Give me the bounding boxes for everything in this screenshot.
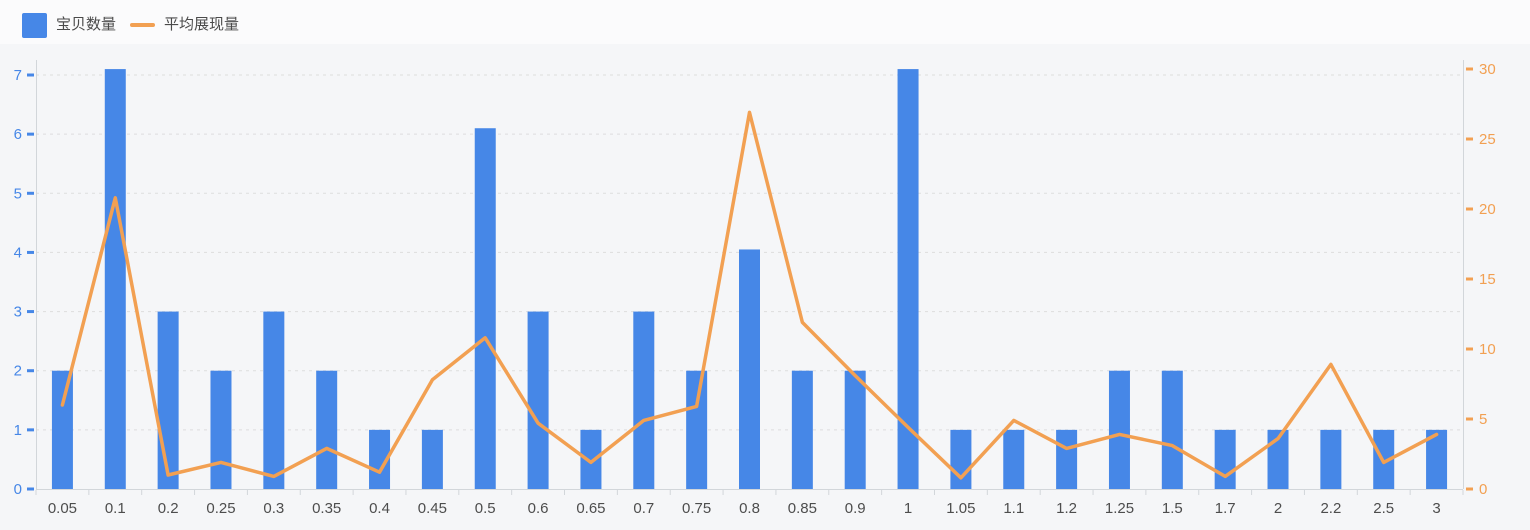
- bar-3[interactable]: [1426, 429, 1448, 489]
- bar-0.8[interactable]: [739, 249, 760, 489]
- bar-1.2[interactable]: [1056, 429, 1078, 489]
- x-axis-category-label: 0.7: [633, 500, 654, 517]
- right-axis-tick-label: 20: [1479, 201, 1496, 218]
- right-axis-tick-label: 10: [1479, 341, 1496, 358]
- left-axis-tick-label: 4: [14, 244, 22, 261]
- x-axis-category-label: 1.5: [1162, 500, 1183, 517]
- line-series[interactable]: [60, 110, 1439, 480]
- bar-1.1[interactable]: [1003, 429, 1025, 489]
- left-axis-tick-label: 2: [14, 363, 22, 380]
- axis-lines: [36, 60, 1464, 490]
- left-axis-tick-label: 7: [14, 67, 22, 84]
- bar-0.35[interactable]: [316, 370, 338, 489]
- legend-item-line-series[interactable]: 平均展现量: [130, 12, 239, 38]
- x-axis-category-label: 0.35: [312, 500, 341, 517]
- bar-0.3[interactable]: [263, 311, 285, 489]
- left-axis-tick-label: 3: [14, 304, 22, 321]
- x-axis-category-label: 1.2: [1056, 500, 1077, 517]
- legend-item-bar-series[interactable]: 宝贝数量: [22, 12, 116, 38]
- x-axis-category-label: 0.3: [263, 500, 284, 517]
- x-axis-category-label: 0.2: [158, 500, 179, 517]
- right-axis-tick-label: 25: [1479, 131, 1496, 148]
- left-axis-tick-label: 1: [14, 422, 22, 439]
- bar-0.9[interactable]: [844, 370, 866, 489]
- legend-line-label: 平均展现量: [164, 16, 240, 33]
- x-axis-category-label: 0.75: [682, 500, 711, 517]
- bar-0.05[interactable]: [51, 370, 73, 489]
- x-axis-category-label: 1.1: [1003, 500, 1024, 517]
- bar-0.2[interactable]: [157, 311, 179, 489]
- x-axis: 0.05 0.1 0.2 0.25 0.3 0.35 0.4 0.45 0.5 0.6 0.65 0.…: [35, 490, 1464, 517]
- bar-series: [51, 69, 1448, 489]
- x-axis-category-label: 0.6: [528, 500, 549, 517]
- bar-0.85[interactable]: [791, 370, 813, 489]
- bar-0.6[interactable]: [527, 311, 549, 489]
- x-axis-category-label: 0.1: [105, 500, 126, 517]
- bar-2.2[interactable]: [1320, 429, 1342, 489]
- x-axis-category-label: 2: [1274, 500, 1282, 517]
- right-axis-tick-label: 15: [1479, 271, 1496, 288]
- bar-0.1[interactable]: [104, 69, 126, 489]
- x-axis-category-label: 1.05: [946, 500, 975, 517]
- bar-1.05[interactable]: [950, 429, 972, 489]
- x-axis-category-label: 1: [904, 500, 912, 517]
- left-axis-tick-label: 6: [14, 126, 22, 143]
- left-axis: 0 1 2 3 4 5 6 7: [14, 67, 34, 498]
- bar-series-swatch-icon: [22, 12, 47, 38]
- bar-0.75[interactable]: [686, 370, 708, 489]
- x-axis-category-label: 0.9: [845, 500, 866, 517]
- bar-1[interactable]: [897, 69, 919, 489]
- bar-0.4[interactable]: [369, 429, 391, 489]
- legend-bar-label: 宝贝数量: [56, 16, 117, 33]
- x-axis-category-label: 0.65: [576, 500, 605, 517]
- x-axis-category-label: 2.2: [1320, 500, 1341, 517]
- bar-2[interactable]: [1267, 429, 1289, 489]
- bar-1.25[interactable]: [1108, 370, 1130, 489]
- bar-1.7[interactable]: [1214, 429, 1236, 489]
- x-axis-category-label: 2.5: [1373, 500, 1394, 517]
- bar-1.5[interactable]: [1161, 370, 1183, 489]
- x-axis-category-label: 1.7: [1215, 500, 1236, 517]
- bar-0.5[interactable]: [474, 128, 496, 489]
- x-axis-category-label: 0.05: [48, 500, 77, 517]
- chart-legend: 宝贝数量 平均展现量: [22, 12, 239, 38]
- x-axis-category-label: 0.4: [369, 500, 390, 517]
- bar-0.65[interactable]: [580, 429, 602, 489]
- legend-background-strip: [0, 0, 1530, 44]
- left-axis-tick-label: 0: [14, 481, 22, 498]
- x-axis-category-label: 0.5: [475, 500, 496, 517]
- left-axis-tick-label: 5: [14, 185, 22, 202]
- x-axis-category-label: 0.8: [739, 500, 760, 517]
- line-series-swatch-icon: [130, 23, 156, 27]
- x-axis-category-label: 0.45: [418, 500, 447, 517]
- bar-0.25[interactable]: [210, 370, 232, 489]
- x-axis-category-label: 0.25: [206, 500, 235, 517]
- bar-0.45[interactable]: [421, 429, 443, 489]
- x-axis-category-label: 0.85: [788, 500, 817, 517]
- right-axis-tick-label: 30: [1479, 61, 1496, 78]
- x-axis-category-label: 3: [1432, 500, 1440, 517]
- right-axis: 0 5 10 15 20 25 30: [1466, 61, 1496, 498]
- x-axis-category-label: 1.25: [1105, 500, 1134, 517]
- bar-0.7[interactable]: [633, 311, 655, 489]
- right-axis-tick-label: 5: [1479, 411, 1487, 428]
- right-axis-tick-label: 0: [1479, 481, 1487, 498]
